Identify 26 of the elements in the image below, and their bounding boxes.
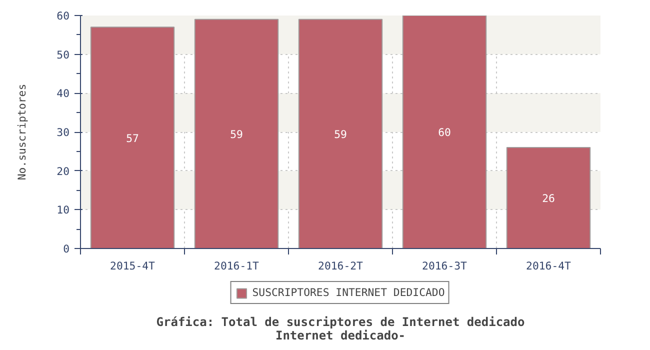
legend-label: SUSCRIPTORES INTERNET DEDICADO xyxy=(252,286,445,299)
bar xyxy=(402,16,487,248)
y-tick-label: 0 xyxy=(63,242,70,256)
bar xyxy=(194,18,279,248)
data-label: 59 xyxy=(230,128,243,141)
bar xyxy=(298,18,383,248)
bar xyxy=(90,26,175,248)
y-axis-title: No.suscriptores xyxy=(16,84,29,180)
text: Internet dedicado- xyxy=(275,328,406,342)
data-label: 59 xyxy=(334,128,347,141)
data-label: 26 xyxy=(542,192,555,206)
x-tick-label: 2016-4T xyxy=(526,260,572,272)
text: Gráfica: Total de suscriptores de Internet dedicado xyxy=(156,315,525,329)
y-tick-label: 60 xyxy=(56,10,70,22)
y-tick-label: 30 xyxy=(56,126,70,139)
y-tick-label: 20 xyxy=(56,164,70,178)
y-tick-label: 40 xyxy=(56,87,70,100)
y-tick-label: 50 xyxy=(56,48,70,62)
data-label: 57 xyxy=(126,132,139,145)
y-tick-label: 10 xyxy=(56,204,70,217)
x-tick-label: 2016-3T xyxy=(422,260,468,272)
bar xyxy=(506,147,591,248)
x-tick-label: 2015-4T xyxy=(110,260,156,272)
data-label: 60 xyxy=(438,126,451,139)
x-tick-label: 2016-1T xyxy=(214,260,260,272)
x-tick-label: 2016-2T xyxy=(318,260,364,272)
